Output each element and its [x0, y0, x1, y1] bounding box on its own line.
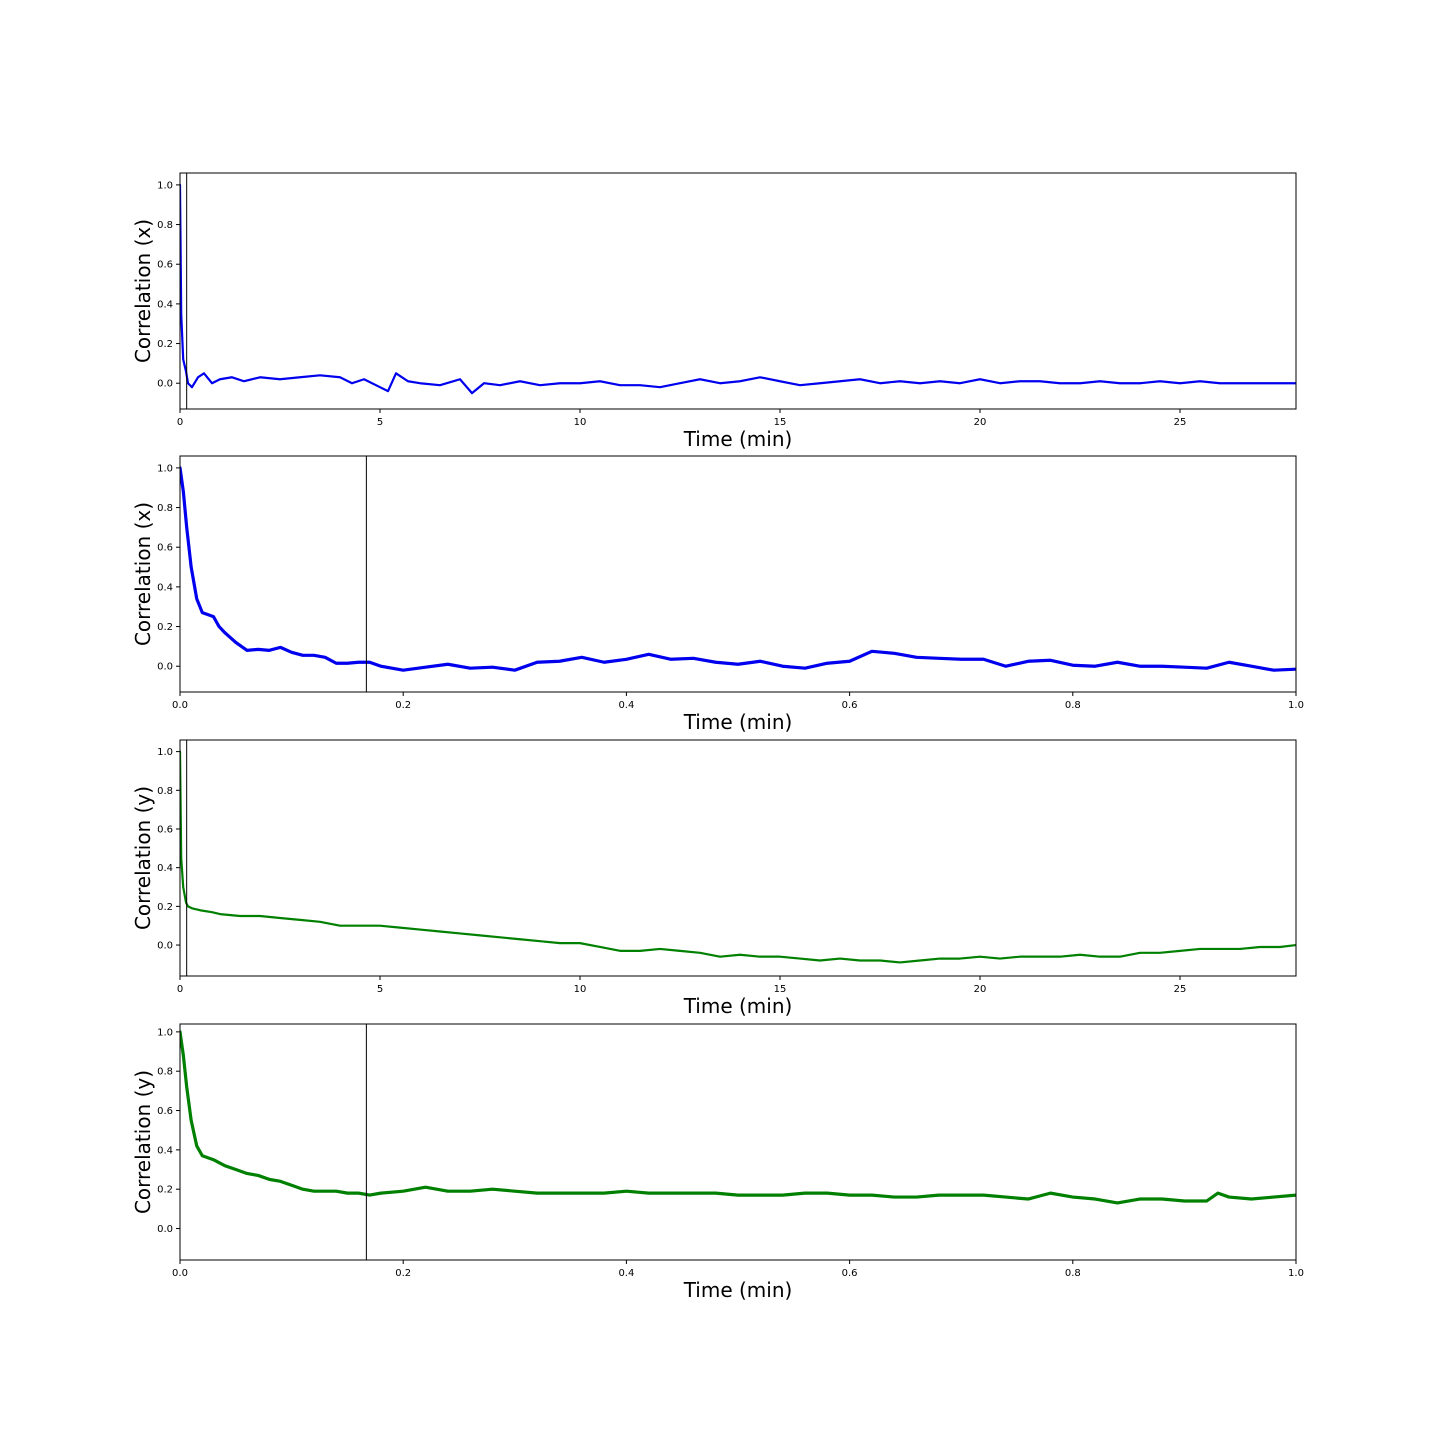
x-tick-label: 20	[974, 417, 987, 428]
series-line-1	[180, 1030, 1296, 1205]
x-axis-label: Time (min)	[683, 994, 793, 1018]
x-tick-label: 10	[574, 417, 587, 428]
series-line-1	[180, 466, 1296, 672]
y-tick-label: 0.0	[157, 379, 173, 390]
y-axis-label: Correlation (x)	[131, 219, 155, 363]
x-tick-label: 0.4	[618, 700, 634, 711]
x-tick-label: 0.0	[172, 1268, 188, 1279]
y-tick-label: 0.2	[157, 622, 173, 633]
chart-panel-3: 0 5 10 15 20 25 0.0 0.2 0.4 0.6 0.8 1.0 Time (min) Co…	[131, 739, 1297, 1018]
y-tick-label: 0.4	[157, 299, 173, 310]
x-axis-label: Time (min)	[683, 427, 793, 451]
x-tick-label: 0.4	[618, 1268, 634, 1279]
y-tick-label: 1.0	[157, 463, 173, 474]
x-tick-label: 0.8	[1065, 700, 1081, 711]
x-tick-label: 5	[377, 417, 383, 428]
x-tick-label: 1.0	[1288, 1268, 1304, 1279]
y-axis-label: Correlation (y)	[131, 1070, 155, 1214]
x-tick-label: 15	[774, 417, 787, 428]
x-tick-label: 0	[177, 984, 183, 995]
y-tick-label: 0.0	[157, 662, 173, 673]
y-tick-label: 0.4	[157, 1145, 173, 1156]
x-tick-label: 0.6	[842, 700, 858, 711]
y-tick-label: 0.0	[157, 941, 173, 952]
x-tick-label: 20	[974, 984, 987, 995]
y-tick-label: 1.0	[157, 180, 173, 191]
y-tick-label: 0.0	[157, 1224, 173, 1235]
x-tick-label: 15	[774, 984, 787, 995]
x-axis-label: Time (min)	[683, 1278, 793, 1302]
series-line-1	[180, 750, 1296, 964]
y-tick-label: 0.8	[157, 1067, 173, 1078]
x-tick-label: 0	[177, 417, 183, 428]
chart-panel-4: 0.0 0.2 0.4 0.6 0.8 1.0 0.0 0.2 0.4 0.6 0.8 1.0 Time…	[131, 1023, 1304, 1302]
y-tick-label: 0.2	[157, 902, 173, 913]
y-tick-label: 0.2	[157, 339, 173, 350]
x-tick-label: 25	[1174, 984, 1187, 995]
y-axis-label: Correlation (y)	[131, 786, 155, 930]
x-tick-label: 1.0	[1288, 700, 1304, 711]
x-tick-label: 0.0	[172, 700, 188, 711]
y-tick-label: 0.8	[157, 786, 173, 797]
x-tick-label: 25	[1174, 417, 1187, 428]
series-line-1	[180, 183, 1296, 395]
axes-frame	[179, 1023, 1297, 1261]
x-tick-label: 10	[574, 984, 587, 995]
x-tick-label: 0.2	[395, 700, 411, 711]
y-tick-label: 0.4	[157, 582, 173, 593]
x-tick-label: 0.8	[1065, 1268, 1081, 1279]
axes-frame	[179, 455, 1297, 693]
y-tick-label: 0.8	[157, 220, 173, 231]
y-tick-label: 0.6	[157, 1106, 173, 1117]
y-axis-label: Correlation (x)	[131, 502, 155, 646]
x-axis-label: Time (min)	[683, 710, 793, 734]
y-tick-label: 1.0	[157, 1027, 173, 1038]
y-tick-label: 0.4	[157, 863, 173, 874]
y-tick-label: 0.6	[157, 824, 173, 835]
y-tick-label: 0.8	[157, 503, 173, 514]
y-tick-label: 0.6	[157, 543, 173, 554]
axes-frame	[179, 739, 1297, 977]
x-tick-label: 0.6	[842, 1268, 858, 1279]
chart-panel-1: 0 5 10 15 20 25 0.0 0.2 0.4 0.6 0.8 1.0 Time (min) Co…	[131, 172, 1297, 451]
axes-frame	[179, 172, 1297, 410]
y-tick-label: 0.2	[157, 1185, 173, 1196]
y-tick-label: 1.0	[157, 747, 173, 758]
chart-panel-2: 0.0 0.2 0.4 0.6 0.8 1.0 0.0 0.2 0.4 0.6 0.8 1.0 Time…	[131, 455, 1304, 734]
x-tick-label: 5	[377, 984, 383, 995]
x-tick-label: 0.2	[395, 1268, 411, 1279]
y-tick-label: 0.6	[157, 260, 173, 271]
